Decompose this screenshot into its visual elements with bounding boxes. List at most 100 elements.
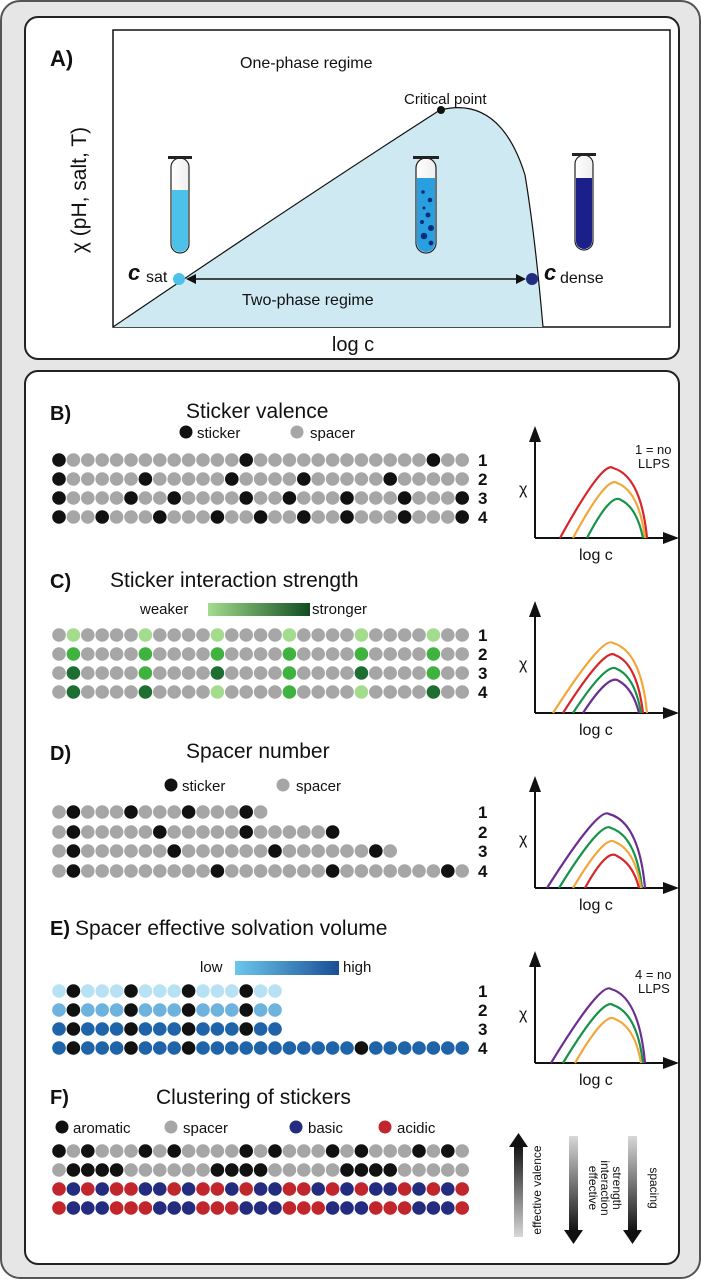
chain-bead bbox=[311, 472, 326, 486]
chain-bead bbox=[311, 685, 326, 699]
chain-bead bbox=[297, 844, 311, 858]
chain-bead bbox=[239, 805, 253, 819]
chain-bead bbox=[210, 844, 225, 858]
chain-bead bbox=[340, 844, 354, 858]
chain-bead bbox=[253, 1201, 268, 1215]
chain-bead bbox=[181, 1182, 196, 1196]
chain-bead bbox=[52, 864, 66, 878]
chain-bead bbox=[81, 805, 95, 819]
chain-bead bbox=[412, 1041, 426, 1055]
chain-bead bbox=[81, 510, 95, 524]
chain-bead bbox=[297, 491, 311, 505]
chain-bead bbox=[225, 510, 239, 524]
chain-bead bbox=[340, 864, 354, 878]
chain-bead bbox=[441, 1041, 455, 1055]
chain-bead bbox=[412, 1163, 426, 1177]
chain-bead bbox=[239, 1022, 253, 1036]
chain-bead bbox=[124, 453, 138, 467]
chain-bead bbox=[340, 1041, 354, 1055]
interaction-strength-label-3: strength bbox=[610, 1166, 624, 1209]
chain-bead bbox=[282, 864, 297, 878]
chain-bead bbox=[325, 647, 340, 661]
chain-bead bbox=[455, 1041, 470, 1055]
chain-bead bbox=[95, 844, 109, 858]
chain-bead bbox=[196, 472, 210, 486]
panel-e: E) Spacer effective solvation volume low… bbox=[50, 917, 679, 1089]
chain-bead bbox=[282, 1201, 297, 1215]
chain-bead bbox=[181, 1201, 196, 1215]
chain-bead bbox=[124, 825, 138, 839]
chain-bead bbox=[239, 647, 253, 661]
chain-bead bbox=[181, 1022, 196, 1036]
binodal-curve bbox=[550, 987, 647, 1064]
chain-bead bbox=[153, 628, 167, 642]
legend-sticker-swatch bbox=[179, 425, 193, 439]
graph-x-arrowhead bbox=[663, 532, 679, 544]
chain-bead bbox=[268, 1201, 282, 1215]
chain-bead bbox=[297, 628, 311, 642]
binodal-curve bbox=[584, 853, 641, 889]
chain-bead bbox=[210, 628, 225, 642]
chain-bead bbox=[441, 666, 455, 680]
chain-bead bbox=[253, 491, 268, 505]
scale-stronger-label: stronger bbox=[312, 601, 367, 618]
critical-point-label: Critical point bbox=[404, 91, 487, 108]
chain-bead bbox=[66, 685, 81, 699]
chain-bead bbox=[81, 1182, 95, 1196]
chain-bead bbox=[167, 1041, 181, 1055]
binodal-curve bbox=[558, 826, 644, 889]
legend-spacer-swatch bbox=[276, 778, 290, 792]
chain-bead bbox=[167, 825, 181, 839]
chain-bead bbox=[167, 864, 181, 878]
chain-bead bbox=[95, 628, 109, 642]
chain-bead bbox=[95, 491, 109, 505]
chain-bead bbox=[210, 1201, 225, 1215]
chain-bead bbox=[441, 453, 455, 467]
chain-bead bbox=[153, 1022, 167, 1036]
chain-bead bbox=[268, 491, 282, 505]
chain-bead bbox=[297, 864, 311, 878]
chain-bead bbox=[109, 472, 124, 486]
chain-bead bbox=[225, 628, 239, 642]
chain-bead bbox=[138, 805, 153, 819]
chain-bead bbox=[52, 1163, 66, 1177]
chain-bead bbox=[153, 1144, 167, 1158]
chain-bead bbox=[52, 984, 66, 998]
spacer-number-graph: χ log c bbox=[519, 776, 679, 914]
binodal-curve bbox=[572, 481, 647, 539]
chain-bead bbox=[253, 453, 268, 467]
legend-sticker-label: sticker bbox=[197, 425, 240, 442]
chain-bead bbox=[225, 825, 239, 839]
chain-bead bbox=[311, 491, 326, 505]
chain-bead bbox=[397, 864, 412, 878]
chain-bead bbox=[369, 1144, 383, 1158]
chain-bead bbox=[282, 666, 297, 680]
chain-bead bbox=[181, 685, 196, 699]
chain-bead bbox=[109, 453, 124, 467]
graph-y-arrowhead bbox=[529, 601, 541, 617]
chain-bead bbox=[181, 864, 196, 878]
chain-bead bbox=[210, 666, 225, 680]
chain-bead bbox=[297, 1163, 311, 1177]
chain-bead bbox=[426, 666, 441, 680]
legend-aromatic-label: aromatic bbox=[73, 1120, 131, 1137]
chain-bead bbox=[124, 491, 138, 505]
chain-bead bbox=[225, 647, 239, 661]
chain-bead bbox=[153, 1182, 167, 1196]
chain-bead bbox=[81, 1144, 95, 1158]
chain-bead bbox=[210, 825, 225, 839]
binodal-curve bbox=[574, 1016, 643, 1064]
chain-bead bbox=[225, 453, 239, 467]
chain-bead bbox=[181, 984, 196, 998]
chain-bead bbox=[225, 491, 239, 505]
chain-bead bbox=[239, 1201, 253, 1215]
chain-bead bbox=[210, 510, 225, 524]
chain-bead bbox=[325, 628, 340, 642]
chain-bead bbox=[239, 1163, 253, 1177]
no-llps-note-2: LLPS bbox=[638, 456, 670, 471]
panel-e-title: Spacer effective solvation volume bbox=[75, 917, 387, 940]
chain-bead bbox=[369, 685, 383, 699]
chain-bead bbox=[397, 510, 412, 524]
chain-bead bbox=[181, 666, 196, 680]
chain-bead bbox=[297, 510, 311, 524]
